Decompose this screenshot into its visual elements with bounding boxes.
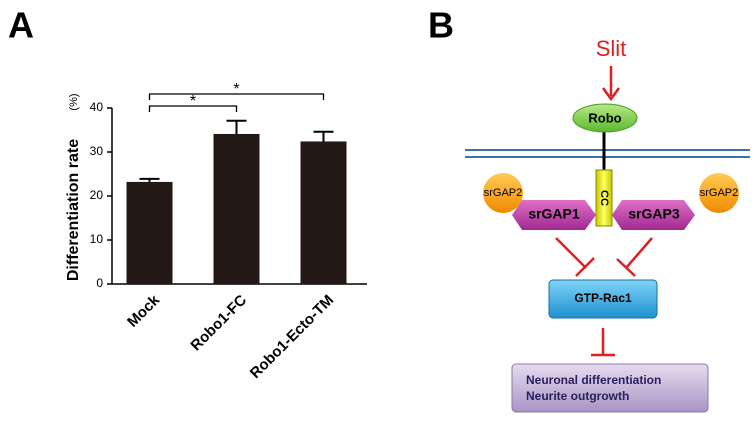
error-bar (139, 177, 160, 182)
y-axis-unit: (%) (68, 93, 80, 110)
node-label: Slit (596, 36, 627, 61)
outcome-box (511, 363, 709, 413)
significance-label: * (190, 93, 196, 110)
panel-label: B (428, 5, 454, 46)
significance-bracket (148, 105, 238, 112)
y-tick-label: 40 (90, 100, 104, 114)
x-tick-label: Mock (124, 291, 164, 331)
node-label: srGAP1 (528, 206, 580, 222)
x-tick-label: Robo1-FC (187, 291, 250, 354)
cc (595, 169, 613, 227)
panel-label: A (8, 5, 34, 46)
inhibition (575, 257, 595, 277)
node-label: Neurite outgrowth (526, 389, 629, 403)
y-tick-label: 30 (90, 144, 104, 158)
bar (126, 181, 173, 284)
srgap3 (612, 200, 695, 230)
gtp-rac1 (548, 279, 658, 319)
node-label: GTP-Rac1 (574, 291, 632, 305)
bar (213, 133, 260, 284)
y-tick-label: 0 (96, 276, 103, 290)
node-label: Robo (588, 110, 621, 125)
error-bar (226, 119, 247, 134)
y-axis-label: Differentiation rate (65, 139, 82, 281)
robo (572, 103, 638, 133)
node-label: srGAP3 (628, 206, 680, 222)
inhibition (555, 237, 587, 269)
bar (300, 141, 347, 284)
y-tick-label: 10 (90, 232, 104, 246)
inhibition (616, 258, 636, 277)
node-label: Neuronal differentiation (526, 373, 661, 387)
error-bar (313, 130, 334, 142)
srgap1 (512, 200, 596, 230)
srgap2 (699, 173, 739, 213)
pathway-diagram: Slit Robo CC srGAP2 srGAP2 srGAP1 srGAP3… (465, 36, 750, 413)
srgap2 (483, 173, 523, 213)
y-tick-label: 20 (90, 188, 104, 202)
node-label: CC (598, 190, 610, 206)
node-label: srGAP2 (484, 187, 523, 199)
significance-bracket (148, 93, 325, 100)
inhibition (625, 237, 653, 269)
arrowhead (601, 87, 621, 102)
node-label: srGAP2 (700, 187, 739, 199)
x-tick-label: Robo1-Ecto-TM (247, 292, 337, 382)
bar-chart: 0 10 20 30 40 Differentiation rate (%) Mock Robo… (65, 81, 367, 382)
significance-label: * (233, 81, 239, 98)
